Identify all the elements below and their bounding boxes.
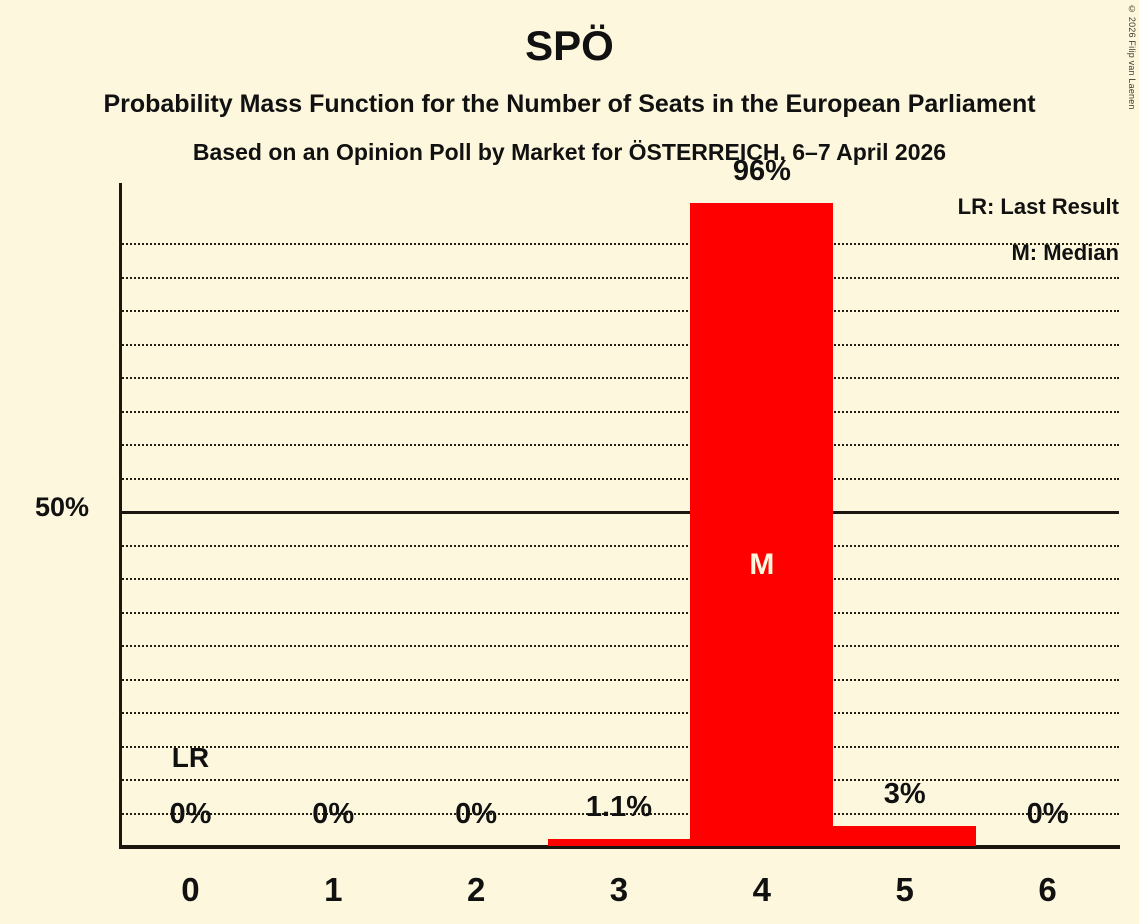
bar-value-label: 0%: [312, 798, 355, 830]
x-axis-tick-label: 0: [181, 871, 200, 908]
gridline-minor: [119, 611, 1119, 614]
bar[interactable]: [690, 203, 834, 846]
gridline-minor: [119, 544, 1119, 547]
x-axis-tick-label: 4: [752, 871, 772, 908]
gridline-minor: [119, 444, 1119, 447]
copyright-notice: © 2026 Filip van Laenen: [1127, 4, 1137, 110]
gridline-minor: [119, 343, 1119, 346]
gridline-minor: [119, 779, 1119, 782]
gridline-minor: [119, 812, 1119, 815]
gridline-minor: [119, 410, 1119, 413]
x-axis-tick-label: 5: [895, 871, 914, 908]
x-axis-tick-label: 3: [609, 871, 629, 908]
page-title: SPÖ: [525, 22, 614, 69]
gridline-minor: [119, 712, 1119, 715]
gridline-minor: [119, 645, 1119, 648]
gridline-minor: [119, 678, 1119, 681]
y-axis-tick-label: 50%: [34, 492, 89, 523]
bar[interactable]: [547, 838, 691, 846]
gridline-minor: [119, 310, 1119, 313]
bar-value-label: 0%: [1026, 798, 1069, 830]
bar-value-label: 0%: [169, 798, 212, 830]
x-axis-tick-label: 6: [1038, 871, 1057, 908]
bar-value-label: 3%: [883, 777, 926, 810]
gridline-minor: [119, 243, 1119, 246]
bar-value-label: 96%: [732, 155, 791, 188]
x-axis-tick-label: 2: [466, 871, 486, 908]
x-axis-tick-label: 1: [324, 871, 343, 908]
gridline-minor: [119, 578, 1119, 581]
chart-subtitle-source: Based on an Opinion Poll by Market for Ö…: [192, 139, 947, 165]
gridline-minor: [119, 477, 1119, 480]
bar[interactable]: [833, 825, 977, 846]
last-result-marker: LR: [171, 742, 210, 773]
gridline-minor: [119, 745, 1119, 748]
chart-subtitle-primary: Probability Mass Function for the Number…: [103, 90, 1036, 118]
x-axis-line: [119, 845, 1120, 849]
y-axis-line: [119, 183, 122, 849]
median-marker: M: [749, 548, 775, 582]
gridline-major: [119, 511, 1119, 515]
gridline-minor: [119, 377, 1119, 380]
bar-value-label: 0%: [455, 798, 498, 830]
gridline-minor: [119, 276, 1119, 279]
plot-area: 50% 0% LR 0 0% 1 0% 2 1.1% 3 M 96% 4 3% 5 0% 6: [35, 155, 1119, 908]
bar-value-label: 1.1%: [585, 790, 653, 823]
legend-entry-last-result: LR: Last Result: [957, 194, 1119, 219]
